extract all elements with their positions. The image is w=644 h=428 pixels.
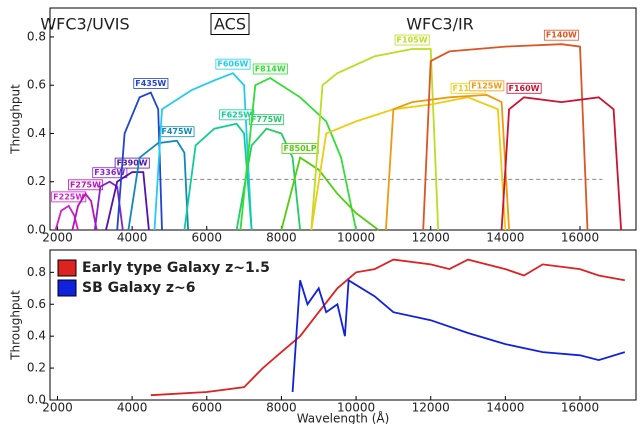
filter-label: F850LP [284, 144, 317, 153]
filter-label: F110W [453, 84, 484, 93]
y-tick-label: 0.0 [27, 393, 46, 407]
x-tick-label: 14000 [486, 401, 524, 415]
legend-label: Early type Galaxy z~1.5 [82, 260, 270, 276]
x-tick-label: 4000 [117, 401, 148, 415]
series-line [71, 192, 98, 231]
series-line [310, 96, 507, 231]
legend-swatch [57, 259, 77, 277]
filter-label: F336W [94, 168, 125, 177]
y-tick-label: 0.6 [27, 297, 46, 311]
series-line [280, 156, 380, 231]
filter-label-box [394, 34, 430, 46]
panel-annotation: WFC3/IR [406, 15, 474, 34]
filter-label-box [469, 80, 505, 92]
series-line [235, 127, 301, 231]
filter-label: F140W [546, 31, 577, 40]
filter-label-box [215, 58, 251, 70]
series-line [500, 96, 622, 231]
y-tick-label: 0.8 [27, 265, 46, 279]
panel-annotation: ACS [214, 15, 246, 34]
series-line [127, 139, 189, 231]
legend-swatch [57, 279, 77, 297]
y-tick-label: 0.2 [27, 174, 46, 188]
x-tick-label: 10000 [337, 231, 375, 245]
filter-label-box [51, 191, 87, 203]
y-tick-label: 0.8 [27, 29, 46, 43]
x-tick-label: 8000 [266, 401, 297, 415]
series-line [239, 76, 357, 231]
filter-label-box [249, 114, 285, 126]
filter-label: F160W [509, 84, 540, 93]
filter-label-box [92, 167, 128, 179]
series-line [153, 72, 253, 231]
x-tick-label: 16000 [561, 231, 599, 245]
x-tick-label: 6000 [191, 231, 222, 245]
filter-label-box [506, 82, 542, 94]
filter-label: F775W [251, 115, 282, 124]
filter-label: F435W [135, 79, 166, 88]
series-line [150, 258, 625, 397]
x-tick-label: 4000 [117, 231, 148, 245]
series-line [422, 43, 589, 231]
series-line [183, 122, 253, 231]
x-tick-label: 12000 [412, 401, 450, 415]
filter-label-box [543, 29, 579, 41]
x-tick-label: 6000 [191, 401, 222, 415]
annotation-box [210, 13, 250, 35]
plot-frame [49, 249, 637, 401]
filter-label: F475W [161, 127, 192, 136]
series-line [116, 91, 163, 231]
x-tick-label: 10000 [337, 401, 375, 415]
y-tick-label: 0.0 [27, 223, 46, 237]
filter-label: F814W [255, 64, 286, 73]
x-tick-label: 12000 [412, 231, 450, 245]
x-tick-label: 16000 [561, 401, 599, 415]
x-tick-label: 8000 [266, 231, 297, 245]
filter-label: F105W [397, 36, 428, 45]
panel-annotation: WFC3/UVIS [40, 15, 129, 34]
filter-label: F125W [471, 81, 502, 90]
series-line [310, 48, 440, 231]
filter-label: F390W [117, 159, 148, 168]
y-tick-label: 0.4 [27, 329, 46, 343]
filter-label: F625W [221, 110, 252, 119]
y-axis-label: Throughput [9, 290, 23, 361]
series-line [105, 171, 150, 231]
y-tick-label: 0.2 [27, 361, 46, 375]
filter-label: F225W [53, 192, 84, 201]
filter-label-box [133, 78, 169, 89]
x-axis-label: Wavelength (Å) [297, 411, 390, 425]
filter-label: F275W [70, 180, 101, 189]
y-tick-label: 0.4 [27, 126, 46, 140]
series-line [291, 278, 626, 393]
legend-label: SB Galaxy z~6 [82, 280, 195, 296]
filter-label-box [252, 63, 288, 75]
filter-label-box [114, 157, 150, 169]
x-tick-label: 2000 [42, 401, 73, 415]
filter-label: F606W [217, 60, 248, 69]
x-tick-label: 2000 [42, 231, 73, 245]
x-tick-label: 14000 [486, 231, 524, 245]
y-axis-label: Throughput [9, 84, 23, 155]
y-tick-label: 0.6 [27, 78, 46, 92]
plot-frame [49, 7, 637, 231]
series-line [385, 93, 510, 231]
